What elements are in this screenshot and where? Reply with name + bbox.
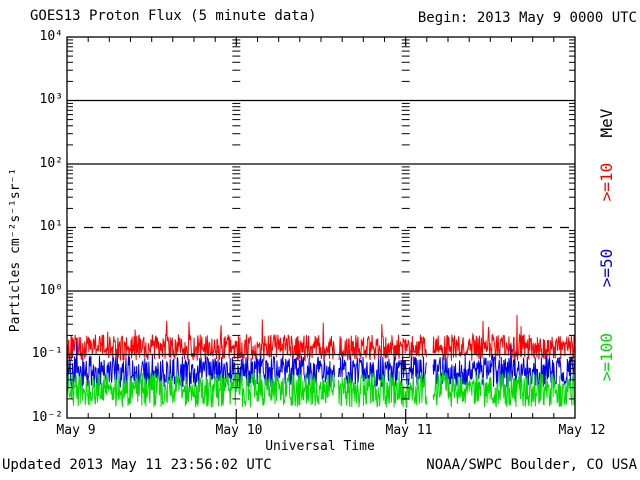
y-tick-label-1e-1: 10⁻¹ bbox=[31, 346, 63, 361]
legend-ge50-label: >=50 bbox=[597, 248, 616, 288]
x-tick-label-may11: May 11 bbox=[385, 423, 433, 438]
begin-time-label: Begin: 2013 May 9 0000 UTC bbox=[417, 10, 637, 26]
y-tick-label-1e1: 10¹ bbox=[39, 219, 63, 234]
x-axis-title: Universal Time bbox=[265, 439, 375, 454]
x-tick-label-may9: May 9 bbox=[56, 423, 96, 438]
updated-timestamp: Updated 2013 May 11 23:56:02 UTC bbox=[2, 457, 272, 473]
legend-ge100-label: >=100 bbox=[597, 332, 616, 382]
legend-ge10-label: >=10 bbox=[597, 162, 616, 202]
y-tick-label-1e2: 10² bbox=[39, 156, 63, 171]
chart-title: GOES13 Proton Flux (5 minute data) bbox=[30, 8, 317, 24]
x-tick-label-may12: May 12 bbox=[558, 423, 606, 438]
y-tick-label-1e0: 10⁰ bbox=[39, 283, 63, 298]
y-tick-label-1e-2: 10⁻² bbox=[31, 410, 63, 425]
x-tick-label-may10: May 10 bbox=[215, 423, 263, 438]
source-attribution: NOAA/SWPC Boulder, CO USA bbox=[426, 457, 637, 473]
y-tick-label-1e4: 10⁴ bbox=[39, 29, 63, 44]
y-axis-title: Particles cm⁻²s⁻¹sr⁻¹ bbox=[8, 167, 23, 333]
y-tick-label-1e3: 10³ bbox=[39, 92, 63, 107]
